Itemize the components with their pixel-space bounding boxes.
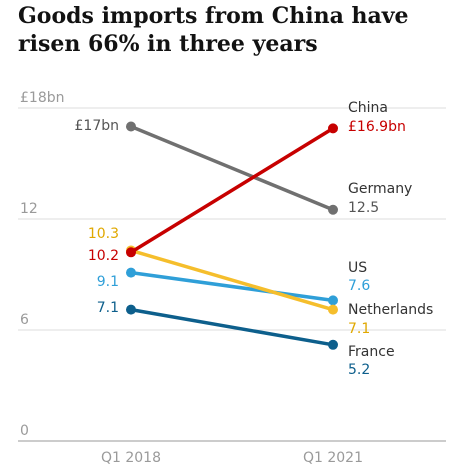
data-point-us-end [328,295,338,306]
end-label-china: £16.9bn [348,119,406,135]
end-label-france: 5.2 [348,362,370,378]
series-line-france [129,307,335,347]
series-name-us: US [348,260,367,276]
y-tick-label: 12 [20,201,38,217]
y-tick-label: £18bn [20,90,64,106]
end-label-us: 7.6 [348,278,370,294]
end-label-germany: 12.5 [348,200,379,216]
data-point-netherlands-end [328,304,338,315]
start-label-germany: £17bn [75,118,119,134]
start-label-france: 7.1 [97,300,119,316]
x-tick-label: Q1 2021 [303,450,363,466]
y-tick-label: 0 [20,423,29,439]
end-label-netherlands: 7.1 [348,321,370,337]
start-label-netherlands: 10.3 [88,226,119,242]
series-line-us [129,270,335,303]
series-name-france: France [348,344,395,360]
data-point-us-start [126,267,136,278]
start-label-china: 10.2 [88,248,119,264]
y-tick-label: 6 [20,312,29,328]
data-point-china-end [328,123,338,134]
chart-title: Goods imports from China have risen 66% … [18,3,409,57]
data-point-germany-end [328,204,338,215]
series-name-china: China [348,100,388,116]
series-line-germany [129,124,335,212]
series-name-germany: Germany [348,181,412,197]
data-point-germany-start [126,121,136,132]
data-point-china-start [126,247,136,258]
data-point-france-start [126,304,136,315]
series-line-netherlands [129,248,335,312]
series-name-netherlands: Netherlands [348,302,433,318]
data-point-france-end [328,339,338,350]
series-line-china [129,126,335,255]
x-tick-label: Q1 2018 [101,450,161,466]
start-label-us: 9.1 [97,274,119,290]
